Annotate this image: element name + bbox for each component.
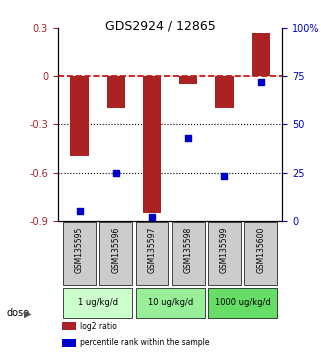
Text: ▶: ▶	[24, 308, 31, 318]
Text: GSM135597: GSM135597	[148, 227, 157, 273]
Text: GDS2924 / 12865: GDS2924 / 12865	[105, 19, 216, 33]
FancyBboxPatch shape	[136, 222, 168, 285]
FancyBboxPatch shape	[100, 222, 132, 285]
Text: 1000 ug/kg/d: 1000 ug/kg/d	[215, 298, 271, 308]
FancyBboxPatch shape	[63, 222, 96, 285]
Text: percentile rank within the sample: percentile rank within the sample	[80, 338, 210, 347]
Bar	[179, 76, 197, 84]
Text: GSM135595: GSM135595	[75, 227, 84, 273]
Point	[150, 214, 155, 219]
Bar	[107, 76, 125, 108]
Bar	[62, 339, 76, 347]
FancyBboxPatch shape	[172, 222, 204, 285]
Point	[222, 173, 227, 179]
Bar	[71, 76, 89, 156]
Text: 1 ug/kg/d: 1 ug/kg/d	[78, 298, 117, 308]
Point	[258, 79, 263, 85]
FancyBboxPatch shape	[208, 222, 241, 285]
Text: GSM135599: GSM135599	[220, 227, 229, 273]
Text: log2 ratio: log2 ratio	[80, 322, 117, 331]
Bar	[215, 76, 234, 108]
Text: GSM135600: GSM135600	[256, 227, 265, 273]
FancyBboxPatch shape	[208, 288, 277, 318]
Text: GSM135596: GSM135596	[111, 227, 120, 273]
Text: 10 ug/kg/d: 10 ug/kg/d	[148, 298, 193, 308]
Bar	[62, 322, 76, 330]
Point	[113, 170, 118, 175]
Point	[77, 208, 82, 214]
Bar	[252, 33, 270, 76]
Bar	[143, 76, 161, 212]
FancyBboxPatch shape	[244, 222, 277, 285]
FancyBboxPatch shape	[63, 288, 132, 318]
Text: dose: dose	[6, 308, 30, 318]
Text: GSM135598: GSM135598	[184, 227, 193, 273]
FancyBboxPatch shape	[136, 288, 204, 318]
Point	[186, 135, 191, 141]
